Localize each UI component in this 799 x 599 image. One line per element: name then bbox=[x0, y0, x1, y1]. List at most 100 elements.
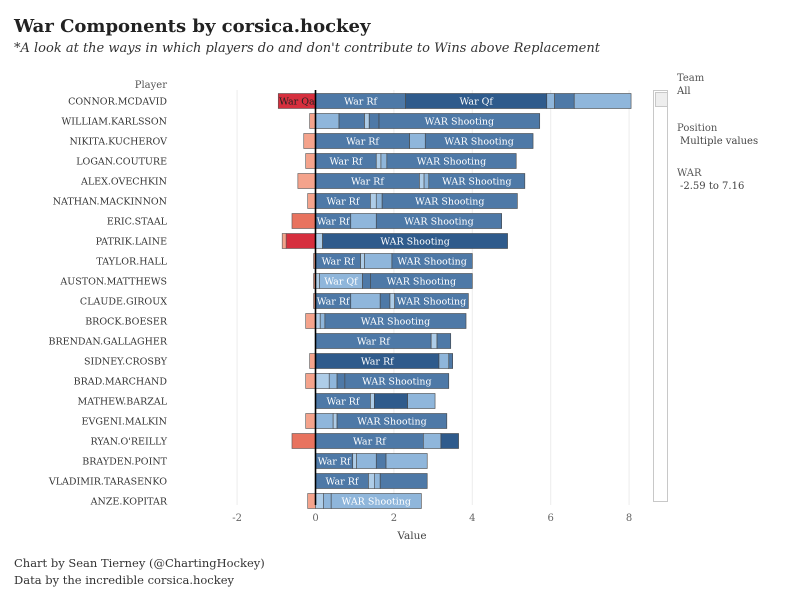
bar-segment bbox=[323, 493, 332, 509]
bar-label: WAR Shooting bbox=[380, 237, 449, 248]
player-label: NATHAN.MACKINNON bbox=[53, 197, 167, 208]
bar-segment bbox=[322, 233, 508, 249]
player-labels: CONNOR.MCDAVID WILLIAM.KARLSSON NIKITA.KUC… bbox=[48, 97, 168, 508]
player-label: ALEX.OVECHKIN bbox=[80, 177, 167, 188]
bar-segment bbox=[305, 413, 316, 429]
bar-label: War Rf bbox=[318, 457, 352, 468]
bar-segment bbox=[373, 393, 408, 409]
bar-segment bbox=[385, 453, 428, 469]
bar-label: WAR Shooting bbox=[397, 257, 466, 268]
bar-segment bbox=[436, 333, 452, 349]
bar-label: WAR Shooting bbox=[415, 197, 484, 208]
player-label: NIKITA.KUCHEROV bbox=[69, 137, 167, 148]
bar-segment bbox=[352, 453, 357, 469]
bar-segment bbox=[394, 293, 469, 309]
bar-segment bbox=[305, 373, 316, 389]
player-label: BRAD.MARCHAND bbox=[74, 377, 168, 388]
team-filter-value[interactable]: All bbox=[677, 86, 691, 97]
war-filter-label: WAR bbox=[677, 168, 702, 179]
scrollbar-thumb[interactable] bbox=[655, 92, 668, 107]
bar-segment bbox=[307, 193, 316, 209]
bar-label: War Rf bbox=[344, 97, 378, 108]
bar-segment bbox=[438, 353, 450, 369]
bar-label: War Rf bbox=[317, 217, 351, 228]
bar-segment bbox=[315, 373, 330, 389]
bar-segment bbox=[380, 153, 388, 169]
bar-segment bbox=[350, 213, 377, 229]
bar-segment bbox=[305, 153, 316, 169]
bar-segment bbox=[309, 113, 316, 129]
bar-label: War Qf bbox=[459, 97, 494, 108]
bar-segment bbox=[332, 413, 338, 429]
bar-segment bbox=[419, 173, 425, 189]
player-label: SIDNEY.CROSBY bbox=[84, 357, 168, 368]
bar-label: WAR Shooting bbox=[362, 377, 431, 388]
player-label: MATHEW.BARZAL bbox=[77, 397, 167, 408]
bar-segment bbox=[573, 93, 632, 109]
bar-segment bbox=[375, 453, 387, 469]
x-tick-label: 4 bbox=[469, 513, 475, 524]
x-tick-label: 6 bbox=[548, 513, 554, 524]
bar-label: War Rf bbox=[326, 477, 360, 488]
bars: War Rf War Qf War Qa WAR Shooting War Rf WAR … bbox=[277, 93, 632, 509]
bar-segment bbox=[379, 293, 391, 309]
bar-segment bbox=[391, 253, 473, 269]
bar-segment bbox=[324, 313, 467, 329]
bar-segment bbox=[368, 473, 375, 489]
bar-segment bbox=[309, 353, 316, 369]
bar-segment bbox=[360, 253, 365, 269]
bar-label: WAR Shooting bbox=[442, 177, 511, 188]
bar-label: WAR Shooting bbox=[444, 137, 513, 148]
x-tick-label: 2 bbox=[391, 513, 397, 524]
war-filter-value[interactable]: -2.59 to 7.16 bbox=[680, 181, 745, 192]
bar-label: WAR Shooting bbox=[404, 217, 473, 228]
vertical-scrollbar[interactable] bbox=[653, 90, 668, 502]
bar-segment bbox=[344, 373, 450, 389]
bar-segment bbox=[422, 433, 442, 449]
bar-label: War Qa bbox=[279, 97, 315, 108]
bar-segment bbox=[370, 193, 377, 209]
bar-label: War Rf bbox=[351, 177, 385, 188]
bar-label: WAR Shooting bbox=[397, 297, 466, 308]
bar-segment bbox=[430, 333, 438, 349]
bar-segment bbox=[364, 253, 393, 269]
bar-segment bbox=[291, 213, 316, 229]
bar-segment bbox=[378, 113, 541, 129]
bar-segment bbox=[330, 493, 422, 509]
bar-label: War Rf bbox=[322, 257, 356, 268]
bar-label: War Rf bbox=[361, 357, 395, 368]
player-label: BRENDAN.GALLAGHER bbox=[49, 337, 168, 348]
bar-segment bbox=[356, 453, 377, 469]
bar-segment bbox=[336, 373, 346, 389]
player-label: BROCK.BOESER bbox=[85, 317, 168, 328]
position-filter-value[interactable]: Multiple values bbox=[680, 136, 759, 147]
player-label: TAYLOR.HALL bbox=[96, 257, 167, 268]
bar-segment bbox=[424, 133, 534, 149]
bar-segment bbox=[379, 473, 428, 489]
player-label: AUSTON.MATTHEWS bbox=[59, 277, 167, 288]
bar-segment bbox=[554, 93, 575, 109]
player-label: BRAYDEN.POINT bbox=[82, 457, 167, 468]
bar-label: War Rf bbox=[329, 157, 363, 168]
player-label: VLADIMIR.TARASENKO bbox=[48, 477, 167, 488]
bar-label: War Rf bbox=[353, 437, 387, 448]
x-axis-label: Value bbox=[396, 530, 426, 542]
bar-segment bbox=[305, 313, 316, 329]
bar-segment bbox=[370, 273, 473, 289]
bar-label: WAR Shooting bbox=[361, 317, 430, 328]
bar-segment bbox=[373, 473, 381, 489]
bar-segment bbox=[370, 393, 375, 409]
bar-label: WAR Shooting bbox=[425, 117, 494, 128]
player-label: EVGENI.MALKIN bbox=[82, 417, 167, 428]
player-label: CLAUDE.GIROUX bbox=[80, 297, 167, 308]
bar-segment bbox=[386, 153, 517, 169]
bar-segment bbox=[368, 113, 380, 129]
bar-label: WAR Shooting bbox=[342, 497, 411, 508]
bar-segment bbox=[281, 233, 287, 249]
bar-segment bbox=[315, 233, 323, 249]
bar-label: War Rf bbox=[317, 297, 351, 308]
bar-label: WAR Shooting bbox=[357, 417, 426, 428]
bar-segment bbox=[315, 493, 324, 509]
player-label: WILLIAM.KARLSSON bbox=[62, 117, 167, 128]
